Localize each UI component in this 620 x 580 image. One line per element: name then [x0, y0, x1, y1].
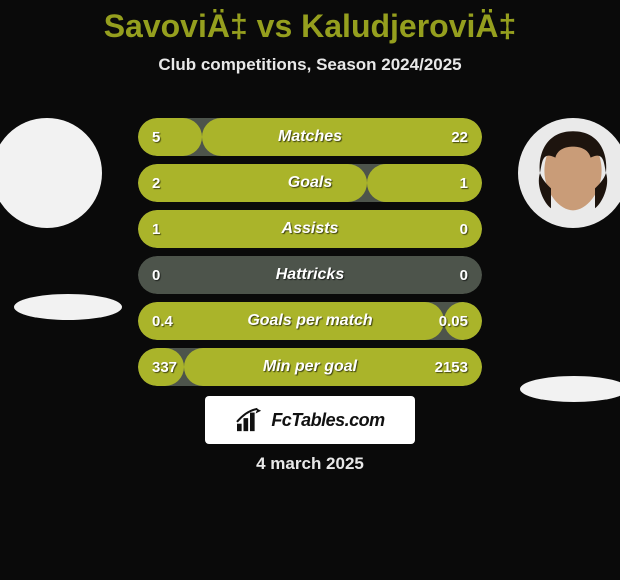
comparison-infographic: SavoviÄ‡ vs KaludjeroviÄ‡ Club competiti…	[0, 0, 620, 580]
stat-right-value: 22	[451, 118, 468, 156]
stat-left-value: 5	[152, 118, 160, 156]
stat-right-value: 1	[460, 164, 468, 202]
date-line: 4 march 2025	[0, 454, 620, 474]
stat-left-value: 337	[152, 348, 177, 386]
face-icon	[518, 118, 620, 228]
brand-logo-icon	[235, 407, 265, 433]
stat-left-value: 2	[152, 164, 160, 202]
stat-left-fill	[138, 164, 367, 202]
stat-left-value: 0.4	[152, 302, 173, 340]
stat-row: 00Hattricks	[138, 256, 482, 294]
page-subtitle: Club competitions, Season 2024/2025	[0, 55, 620, 75]
stat-left-value: 0	[152, 256, 160, 294]
stat-row-bg	[138, 256, 482, 294]
stat-left-fill	[138, 210, 482, 248]
player-right-team-badge	[520, 376, 620, 402]
stat-right-value: 0	[460, 256, 468, 294]
stat-left-fill	[138, 118, 202, 156]
brand-text: FcTables.com	[271, 410, 384, 431]
stat-row: 10Assists	[138, 210, 482, 248]
stat-row: 522Matches	[138, 118, 482, 156]
player-right-avatar	[518, 118, 620, 228]
stat-row: 3372153Min per goal	[138, 348, 482, 386]
stat-right-value: 0	[460, 210, 468, 248]
player-left-avatar	[0, 118, 102, 228]
page-title: SavoviÄ‡ vs KaludjeroviÄ‡	[0, 0, 620, 45]
stat-left-fill	[138, 302, 444, 340]
brand-badge: FcTables.com	[205, 396, 415, 444]
stat-row: 21Goals	[138, 164, 482, 202]
stat-row: 0.40.05Goals per match	[138, 302, 482, 340]
stat-left-value: 1	[152, 210, 160, 248]
stat-rows: 522Matches21Goals10Assists00Hattricks0.4…	[138, 118, 482, 394]
stat-right-value: 0.05	[439, 302, 468, 340]
stat-right-value: 2153	[435, 348, 468, 386]
stat-right-fill	[202, 118, 482, 156]
player-left-team-badge	[14, 294, 122, 320]
